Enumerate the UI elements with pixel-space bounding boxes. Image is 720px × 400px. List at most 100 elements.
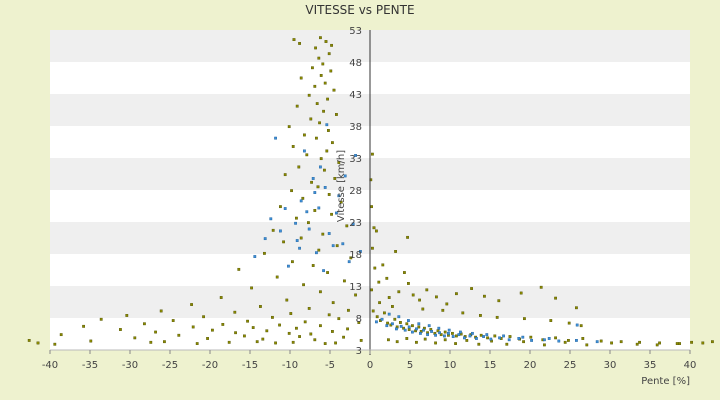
- data-point: [303, 320, 307, 324]
- data-point: [463, 336, 466, 340]
- data-point: [319, 290, 322, 294]
- data-point: [386, 321, 389, 325]
- data-point: [402, 326, 405, 330]
- data-point: [237, 267, 241, 271]
- data-point: [575, 339, 578, 342]
- data-point: [406, 235, 409, 239]
- x-tick-label: 10: [444, 360, 457, 371]
- data-point: [405, 322, 409, 326]
- data-point: [426, 333, 429, 337]
- data-point: [311, 177, 315, 180]
- data-point: [242, 334, 246, 338]
- data-point: [317, 56, 321, 60]
- data-point: [89, 339, 93, 343]
- data-point: [451, 331, 454, 335]
- data-point: [36, 341, 40, 345]
- data-point: [295, 239, 299, 242]
- data-point: [283, 173, 287, 177]
- data-point: [658, 341, 662, 345]
- data-point: [393, 317, 397, 321]
- data-point: [497, 299, 501, 303]
- data-point: [701, 341, 705, 345]
- data-point: [635, 342, 639, 346]
- data-point: [407, 325, 411, 329]
- x-tick-label: 15: [484, 360, 497, 371]
- data-point: [489, 337, 493, 341]
- data-point: [505, 342, 509, 346]
- data-point: [278, 323, 281, 327]
- data-point: [371, 246, 374, 250]
- data-point: [498, 336, 501, 340]
- data-point: [319, 74, 323, 77]
- data-point: [327, 232, 331, 235]
- data-point: [397, 290, 401, 294]
- data-point: [385, 324, 389, 328]
- data-point: [435, 295, 438, 299]
- data-point: [291, 260, 294, 264]
- data-point: [315, 251, 318, 255]
- data-point: [283, 207, 287, 210]
- data-point: [378, 301, 381, 305]
- y-tick-label: 43: [349, 90, 362, 101]
- data-point: [305, 210, 309, 214]
- data-point: [443, 330, 447, 334]
- data-point: [210, 328, 214, 332]
- data-point: [330, 212, 333, 216]
- data-point: [415, 327, 418, 331]
- x-tick-label: 0: [367, 360, 373, 371]
- data-point: [391, 322, 394, 326]
- y-tick-label: 48: [349, 58, 362, 69]
- data-point: [271, 228, 275, 232]
- data-point: [530, 339, 534, 342]
- data-point: [581, 337, 585, 340]
- data-point: [479, 333, 483, 337]
- x-tick-label: -15: [242, 360, 258, 371]
- data-point: [269, 217, 273, 221]
- tick-labels: -40 -35 -30 -25 -20 -15 -10 -5 0 5 10 15 20 25 30 35 40 3…: [42, 26, 697, 371]
- data-point: [337, 317, 341, 321]
- data-point: [82, 324, 86, 328]
- data-point: [326, 97, 329, 101]
- x-tick-label: 30: [604, 360, 617, 371]
- x-tick-label: -5: [325, 360, 335, 371]
- data-point: [310, 180, 313, 184]
- y-tick-label: 18: [349, 250, 362, 261]
- data-point: [411, 293, 415, 297]
- data-point: [395, 327, 398, 331]
- data-point: [309, 117, 313, 121]
- data-point: [430, 330, 433, 333]
- data-point: [422, 328, 425, 332]
- data-point: [419, 331, 422, 335]
- data-point: [470, 287, 473, 290]
- y-tick-label: 38: [349, 122, 362, 133]
- data-point: [59, 333, 63, 337]
- data-point: [299, 76, 303, 80]
- data-point: [459, 330, 462, 334]
- data-point: [341, 242, 345, 246]
- data-point: [331, 330, 334, 333]
- data-point: [399, 324, 403, 328]
- data-point: [342, 335, 345, 339]
- data-point: [434, 341, 437, 345]
- data-point: [331, 141, 334, 145]
- data-point: [315, 102, 319, 106]
- data-point: [471, 331, 474, 335]
- data-point: [391, 305, 394, 308]
- data-point: [443, 338, 447, 342]
- data-point: [326, 271, 329, 274]
- data-point: [259, 305, 262, 308]
- data-point: [519, 291, 523, 295]
- data-point: [454, 342, 457, 345]
- data-point: [579, 324, 583, 328]
- data-point: [327, 52, 331, 56]
- data-point: [417, 322, 421, 326]
- data-point: [385, 276, 389, 280]
- data-point: [346, 327, 349, 331]
- data-point: [313, 84, 317, 88]
- data-point: [317, 206, 321, 210]
- data-point: [343, 174, 347, 178]
- y-tick-label: 53: [349, 26, 362, 37]
- data-point: [298, 246, 301, 250]
- data-point: [521, 335, 525, 339]
- data-point: [118, 328, 122, 331]
